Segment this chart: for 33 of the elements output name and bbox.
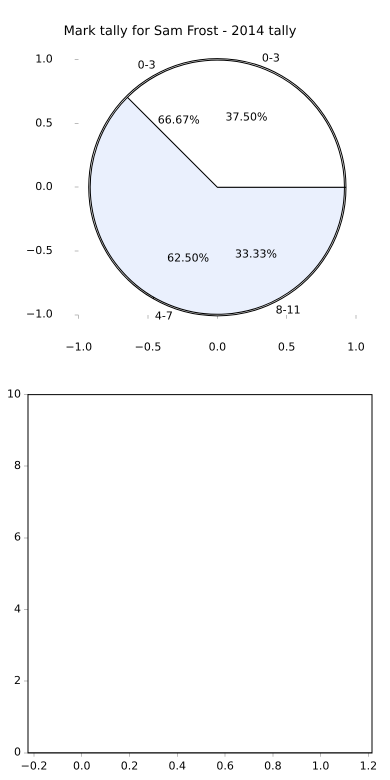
x-tick-label: 0.2 — [120, 759, 138, 772]
slice-label: 0-3 — [262, 52, 280, 65]
x-tick-label: 0.0 — [208, 340, 226, 354]
x-tick-label: 1.0 — [312, 759, 330, 772]
y-tick-label: 0 — [14, 746, 21, 759]
x-tick-label: 0.4 — [168, 759, 186, 772]
slice-label: 0-3 — [138, 58, 156, 72]
y-tick-label: 8 — [14, 459, 21, 472]
y-tick-label: −0.5 — [26, 244, 53, 257]
data-label: 66.67% — [158, 114, 200, 127]
chart-title: Mark tally for Sam Frost - 2014 tally — [64, 24, 297, 40]
data-label: 37.50% — [226, 110, 268, 124]
x-tick-label: −0.2 — [20, 759, 48, 772]
y-tick-label: 2 — [14, 674, 21, 688]
y-tick-label: −1.0 — [26, 308, 53, 321]
x-tick-label: 1.0 — [347, 340, 365, 354]
y-tick-label: 6 — [14, 530, 21, 544]
x-tick-label: 1.2 — [360, 759, 378, 772]
x-tick-label: −1.0 — [65, 340, 92, 354]
x-tick-label: 0.5 — [278, 340, 296, 354]
x-tick-label: −0.5 — [134, 340, 162, 354]
slice-label: 8-11 — [276, 303, 301, 316]
y-tick-label: 0.5 — [35, 116, 53, 130]
y-tick-label: 4 — [14, 602, 21, 616]
data-label: 62.50% — [167, 251, 210, 264]
data-label: 33.33% — [234, 248, 277, 261]
x-tick-label: 0.8 — [264, 759, 282, 772]
y-tick-label: 1.0 — [35, 52, 53, 66]
y-tick-label: 0.0 — [35, 180, 53, 194]
slice-label: 4-7 — [154, 310, 173, 323]
y-tick-label: 10 — [6, 387, 21, 400]
x-tick-label: 0.6 — [216, 759, 234, 772]
x-tick-label: 0.0 — [73, 759, 90, 772]
